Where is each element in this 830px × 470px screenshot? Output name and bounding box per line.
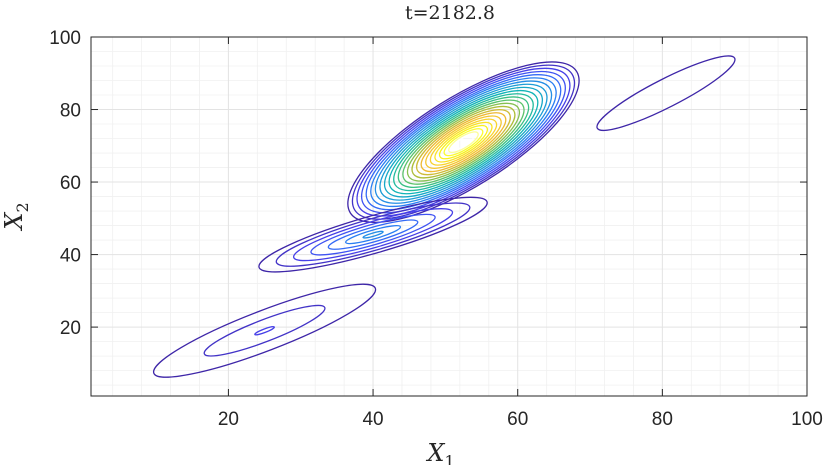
x-tick-label: 40 xyxy=(362,409,383,430)
y-tick-label: 40 xyxy=(60,246,81,267)
contour-line xyxy=(379,83,548,201)
chart-title: t=2182.8 xyxy=(405,2,495,24)
contour-line xyxy=(393,93,534,192)
contour-line xyxy=(397,96,530,189)
contour-line xyxy=(152,283,377,378)
contour-line xyxy=(411,105,516,179)
tick-layer: 20 40 60 80 100 20 40 60 80 100 xyxy=(49,28,823,430)
contour-line xyxy=(275,202,471,267)
contour-line xyxy=(388,89,539,195)
contour-line xyxy=(452,134,475,150)
y-tick-label: 60 xyxy=(60,173,81,194)
contour-line xyxy=(415,109,511,176)
contour-line xyxy=(406,102,521,182)
contour-line xyxy=(370,77,557,208)
x-axis-label: X1 xyxy=(425,439,454,465)
contour-line xyxy=(258,196,488,273)
contour-line xyxy=(420,112,507,173)
y-tick-label: 20 xyxy=(60,318,81,339)
contour-line xyxy=(402,99,525,185)
y-tick-label: 80 xyxy=(60,101,81,122)
x-axis-label-subscript: 1 xyxy=(444,452,454,465)
contour-line xyxy=(438,124,489,160)
contour-line xyxy=(429,118,498,166)
y-axis-label: X2 xyxy=(0,202,32,231)
contour-line xyxy=(345,225,402,245)
contour-line xyxy=(327,219,419,250)
contour-line xyxy=(203,304,326,357)
x-tick-label: 60 xyxy=(507,409,528,430)
contour-line xyxy=(310,213,436,256)
x-tick-label: 80 xyxy=(652,409,673,430)
y-axis-label-subscript: 2 xyxy=(13,202,32,212)
contour-line xyxy=(347,61,580,224)
contour-layer xyxy=(152,55,736,378)
contour-line xyxy=(351,64,576,220)
contour-line xyxy=(356,67,571,217)
x-axis-label-main: X xyxy=(425,439,445,465)
contour-line xyxy=(443,128,484,157)
y-axis-label-main: X xyxy=(0,212,28,232)
y-tick-label: 100 xyxy=(49,28,81,49)
contour-group-2 xyxy=(258,196,488,273)
contour-line xyxy=(254,325,275,336)
contour-line xyxy=(596,55,736,132)
contour-line xyxy=(425,115,502,169)
contour-line xyxy=(360,70,566,214)
contour-line xyxy=(434,121,493,163)
contour-line xyxy=(365,74,562,211)
plot-frame xyxy=(90,36,808,397)
contour-line xyxy=(383,86,544,198)
x-tick-label: 20 xyxy=(218,409,239,430)
contour-group-4 xyxy=(596,55,736,132)
x-tick-label: 100 xyxy=(791,409,823,430)
contour-line xyxy=(362,230,384,239)
contour-line xyxy=(292,208,454,262)
contour-line xyxy=(374,80,553,204)
contour-group-3 xyxy=(152,283,377,378)
contour-line xyxy=(448,131,479,154)
contour-group-1 xyxy=(347,61,580,224)
